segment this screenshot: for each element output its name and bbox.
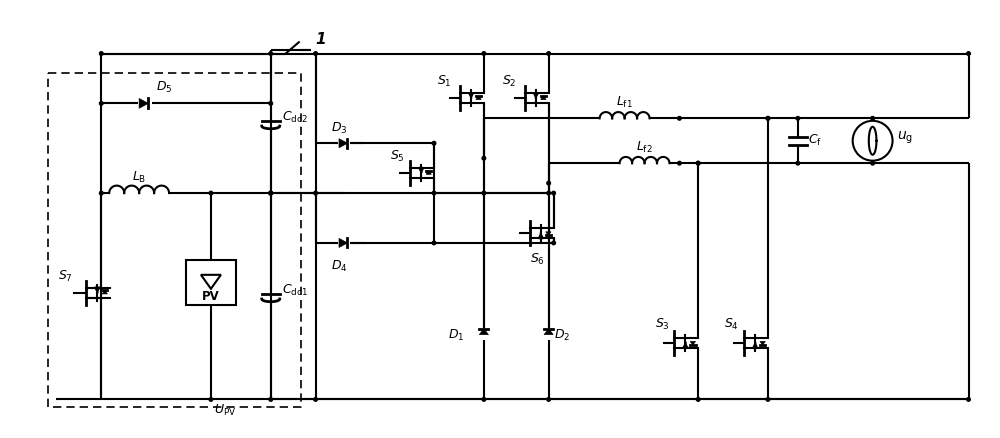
Text: $U_{\rm PV}$: $U_{\rm PV}$: [214, 402, 236, 417]
Circle shape: [696, 398, 700, 401]
Text: 1: 1: [315, 32, 326, 47]
Circle shape: [696, 162, 700, 166]
Circle shape: [269, 102, 273, 106]
Circle shape: [482, 53, 486, 56]
Text: $S_3$: $S_3$: [655, 316, 669, 331]
Circle shape: [871, 162, 874, 166]
Circle shape: [796, 117, 800, 121]
Circle shape: [432, 242, 436, 245]
Circle shape: [696, 162, 700, 166]
Text: $S_2$: $S_2$: [502, 74, 517, 89]
Circle shape: [269, 53, 273, 56]
Text: $D_2$: $D_2$: [554, 327, 570, 343]
FancyBboxPatch shape: [186, 261, 236, 306]
Polygon shape: [201, 275, 221, 289]
Circle shape: [314, 192, 317, 195]
Text: $S_4$: $S_4$: [724, 316, 739, 331]
Circle shape: [796, 162, 800, 166]
Circle shape: [99, 53, 103, 56]
Polygon shape: [339, 139, 347, 148]
Circle shape: [547, 182, 550, 185]
Polygon shape: [690, 342, 696, 345]
Circle shape: [547, 53, 550, 56]
Polygon shape: [546, 232, 551, 236]
Polygon shape: [479, 329, 488, 335]
Polygon shape: [760, 342, 765, 345]
Circle shape: [766, 117, 770, 121]
Circle shape: [678, 117, 681, 121]
Circle shape: [967, 53, 970, 56]
Text: $C_{\rm f}$: $C_{\rm f}$: [808, 133, 822, 148]
Text: PV: PV: [202, 290, 220, 303]
Text: $S_7$: $S_7$: [58, 268, 73, 283]
Polygon shape: [426, 172, 431, 175]
Text: $C_{\rm dc2}$: $C_{\rm dc2}$: [282, 110, 307, 124]
Circle shape: [967, 398, 970, 401]
Circle shape: [552, 192, 555, 195]
Text: $u_{\rm g}$: $u_{\rm g}$: [897, 129, 913, 145]
Polygon shape: [139, 99, 148, 109]
Circle shape: [547, 192, 550, 195]
Circle shape: [99, 102, 103, 106]
Text: $L_{\rm B}$: $L_{\rm B}$: [132, 170, 146, 185]
Polygon shape: [102, 291, 107, 294]
Circle shape: [432, 142, 436, 146]
Text: $S_6$: $S_6$: [530, 251, 545, 266]
Text: $L_{\rm f2}$: $L_{\rm f2}$: [636, 140, 653, 155]
Text: $S_1$: $S_1$: [437, 74, 452, 89]
Circle shape: [269, 192, 273, 195]
Text: $D_1$: $D_1$: [448, 327, 464, 343]
Circle shape: [269, 398, 273, 401]
Text: $D_4$: $D_4$: [331, 258, 347, 273]
Circle shape: [482, 192, 486, 195]
Circle shape: [432, 192, 436, 195]
Circle shape: [482, 398, 486, 401]
Polygon shape: [476, 97, 481, 100]
Circle shape: [269, 192, 273, 195]
Circle shape: [314, 398, 317, 401]
Circle shape: [552, 242, 555, 245]
Text: $D_3$: $D_3$: [331, 121, 347, 136]
Polygon shape: [339, 239, 347, 248]
Text: $C_{\rm dc1}$: $C_{\rm dc1}$: [282, 282, 308, 297]
Circle shape: [766, 117, 770, 121]
Circle shape: [269, 192, 273, 195]
Polygon shape: [544, 329, 553, 335]
Polygon shape: [541, 97, 546, 100]
Text: $S_5$: $S_5$: [390, 149, 405, 164]
Text: $L_{\rm f1}$: $L_{\rm f1}$: [616, 95, 633, 110]
Text: $D_5$: $D_5$: [156, 80, 173, 95]
Circle shape: [871, 117, 874, 121]
Circle shape: [547, 398, 550, 401]
Circle shape: [766, 398, 770, 401]
Circle shape: [99, 192, 103, 195]
Circle shape: [482, 157, 486, 161]
Circle shape: [209, 398, 213, 401]
Circle shape: [314, 53, 317, 56]
Circle shape: [678, 162, 681, 166]
Circle shape: [209, 192, 213, 195]
